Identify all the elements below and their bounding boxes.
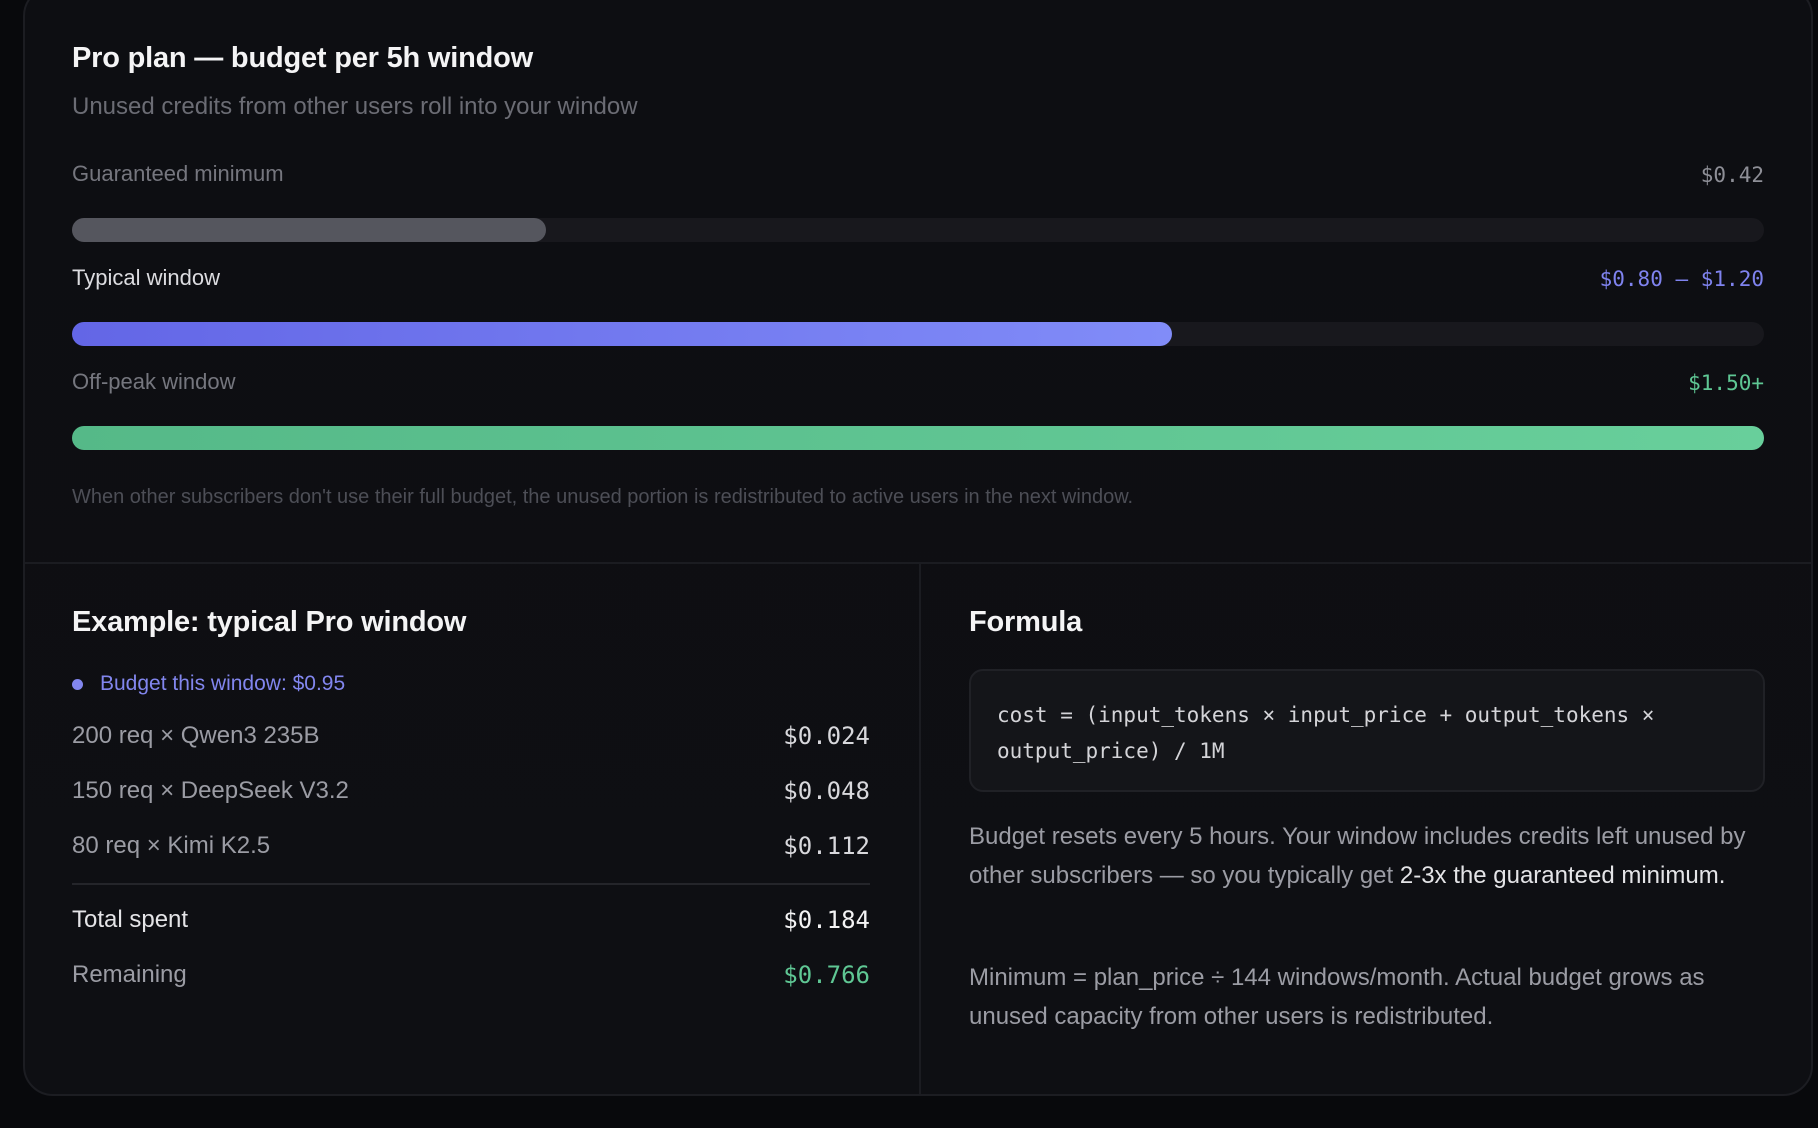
meter-label: Off-peak window	[72, 369, 236, 394]
column-divider	[919, 564, 921, 1094]
meter-off-peak-window: Off-peak window $1.50+	[72, 369, 1764, 450]
total-spent-row: Total spent $0.184	[72, 900, 870, 940]
meter-guaranteed-minimum: Guaranteed minimum $0.42	[72, 161, 1764, 242]
progress-track	[72, 218, 1764, 242]
budget-reset-paragraph: Budget resets every 5 hours. Your window…	[969, 817, 1767, 895]
meter-value: $0.80 – $1.20	[1599, 267, 1764, 291]
progress-fill	[72, 218, 546, 242]
usage-cost: $0.024	[783, 722, 870, 750]
usage-row: 200 req × Qwen3 235B $0.024	[72, 716, 870, 756]
bullet-dot-icon	[72, 678, 83, 690]
usage-row: 150 req × DeepSeek V3.2 $0.048	[72, 771, 870, 811]
meter-typical-window: Typical window $0.80 – $1.20	[72, 265, 1764, 346]
budget-this-window: Budget this window: $0.95	[72, 672, 345, 696]
budget-line-text: Budget this window: $0.95	[100, 672, 346, 695]
multiplier-highlight: 2-3x the guaranteed minimum.	[1399, 862, 1726, 889]
remaining-value: $0.766	[783, 961, 870, 989]
meter-value: $1.50+	[1688, 371, 1764, 395]
usage-label: 150 req × DeepSeek V3.2	[72, 777, 349, 804]
progress-fill	[72, 322, 1172, 346]
totals-divider	[72, 883, 870, 885]
usage-label: 80 req × Kimi K2.5	[72, 832, 271, 859]
section-divider	[25, 562, 1811, 564]
plan-title: Pro plan — budget per 5h window	[72, 42, 534, 74]
example-title: Example: typical Pro window	[72, 606, 467, 638]
meter-label: Guaranteed minimum	[72, 161, 284, 186]
formula-code-block: cost = (input_tokens × input_price + out…	[969, 669, 1765, 792]
formula-title: Formula	[969, 606, 1082, 638]
remaining-label: Remaining	[72, 961, 187, 988]
usage-cost: $0.048	[783, 777, 870, 805]
budget-card: Pro plan — budget per 5h window Unused c…	[23, 0, 1813, 1096]
usage-cost: $0.112	[783, 832, 870, 860]
total-spent-value: $0.184	[783, 906, 870, 934]
progress-track	[72, 322, 1764, 346]
usage-label: 200 req × Qwen3 235B	[72, 722, 320, 749]
total-spent-label: Total spent	[72, 906, 189, 933]
budget-reset-text: Budget resets every 5 hours. Your window…	[969, 823, 1746, 889]
plan-subtitle: Unused credits from other users roll int…	[72, 93, 638, 120]
redistribution-footnote: When other subscribers don't use their f…	[72, 486, 1134, 508]
progress-fill	[72, 426, 1764, 450]
minimum-formula-paragraph: Minimum = plan_price ÷ 144 windows/month…	[969, 964, 1705, 1030]
plan-budget-section: Pro plan — budget per 5h window Unused c…	[25, 0, 1811, 563]
remaining-row: Remaining $0.766	[72, 955, 870, 995]
meter-label: Typical window	[72, 265, 220, 290]
progress-track	[72, 426, 1764, 450]
meter-value: $0.42	[1700, 163, 1764, 187]
usage-row: 80 req × Kimi K2.5 $0.112	[72, 826, 870, 866]
